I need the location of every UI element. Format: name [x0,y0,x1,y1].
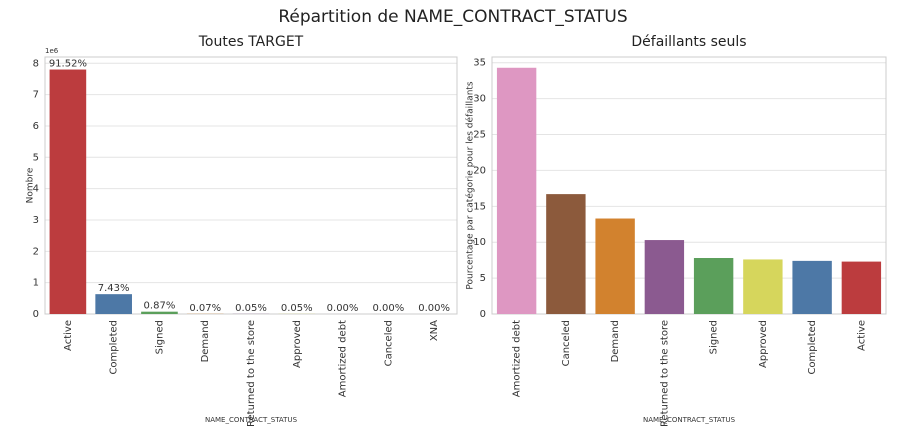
bar [792,260,832,314]
plot-frame [491,56,887,315]
y-tick-label: 35 [473,58,486,69]
x-tick-label: XNA [429,320,440,341]
bar [49,69,87,314]
x-tick-label: Approved [758,320,769,368]
y-tick-label: 0 [33,309,39,320]
bar-annotation: 7.43% [98,283,130,294]
x-tick-label: Demand [200,320,211,362]
bar [141,311,178,314]
bar [693,258,734,314]
x-tick-label: Completed [109,320,120,375]
x-tick-label: Returned to the store [659,320,670,427]
x-tick-label: Signed [154,320,165,354]
bar-annotation: 0.05% [281,303,313,314]
bar-annotation: 91.52% [49,59,87,70]
x-tick-label: Demand [610,320,621,362]
subplot-title: Toutes TARGET [198,34,304,50]
y-tick-label: 5 [480,273,486,284]
bar [644,240,685,314]
bar-annotation: 0.87% [144,301,176,312]
x-axis-label: NAME_CONTRACT_STATUS [205,416,298,424]
y-tick-label: 8 [33,58,39,69]
y-tick-label: 1 [33,278,39,289]
y-tick-label: 5 [33,152,39,163]
bar-annotation: 0.00% [418,303,450,314]
x-tick-label: Amortized debt [512,320,523,397]
figure-title: Répartition de NAME_CONTRACT_STATUS [278,7,627,27]
bar [496,67,537,314]
x-tick-label: Canceled [383,320,394,366]
y-tick-label: 2 [33,246,39,257]
y-tick-label: 0 [480,309,486,320]
bar-annotation: 0.07% [189,303,221,314]
x-tick-label: Amortized debt [338,320,349,397]
x-tick-label: Signed [709,320,720,354]
y-axis-label: Nombre [26,167,36,203]
bar [841,261,882,314]
x-tick-label: Completed [807,320,818,375]
x-axis-label: NAME_CONTRACT_STATUS [643,416,736,424]
bar [595,218,635,314]
y-tick-label: 25 [473,130,486,141]
bar [95,294,132,314]
bar-annotation: 0.00% [372,303,404,314]
x-tick-label: Approved [292,320,303,368]
bar-annotation: 0.00% [327,303,359,314]
y-tick-label: 7 [33,90,39,101]
x-tick-label: Canceled [561,320,572,366]
x-tick-label: Active [63,320,74,351]
y-tick-label: 3 [33,215,39,226]
y-axis-label: Pourcentage par catégorie pour les défai… [465,81,476,290]
bar-annotation: 0.05% [235,303,267,314]
y-tick-label: 6 [33,121,39,132]
y-tick-label: 30 [473,94,486,105]
bar [546,194,586,314]
y-offset-label: 1e6 [45,47,59,55]
y-tick-label: 20 [473,165,486,176]
y-tick-label: 4 [33,184,39,195]
y-tick-label: 10 [473,237,486,248]
subplot-title: Défaillants seuls [631,34,746,50]
x-tick-label: Active [856,320,867,351]
y-tick-label: 15 [473,201,486,212]
bar [743,259,783,314]
x-tick-label: Returned to the store [246,320,257,427]
